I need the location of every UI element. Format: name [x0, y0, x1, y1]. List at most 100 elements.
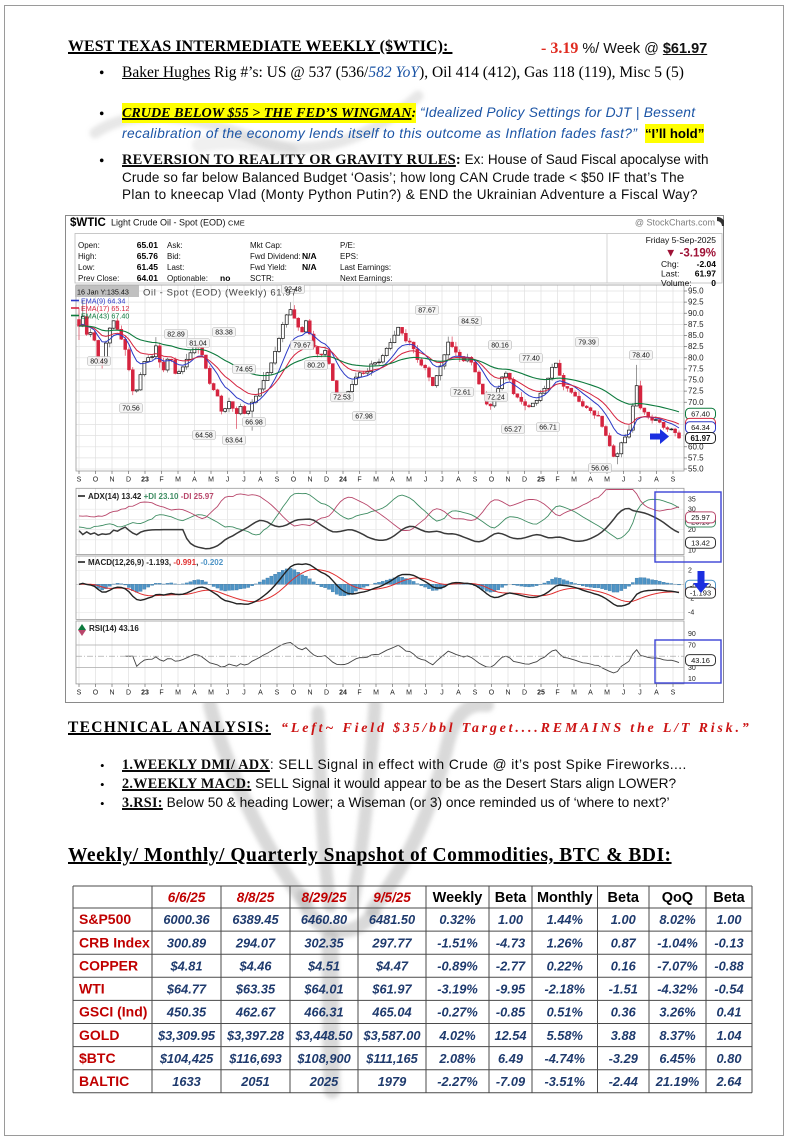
svg-text:QoQ: QoQ [662, 890, 693, 906]
svg-text:$61.97: $61.97 [371, 982, 412, 997]
svg-text:450.35: 450.35 [166, 1005, 207, 1020]
svg-text:66.98: 66.98 [245, 420, 263, 427]
svg-text:O: O [291, 477, 297, 484]
svg-text:66.71: 66.71 [539, 425, 557, 432]
svg-text:-4.73: -4.73 [496, 935, 525, 950]
svg-text:-9.95: -9.95 [496, 982, 526, 997]
svg-text:0.36: 0.36 [611, 1005, 637, 1020]
svg-text:61.97: 61.97 [695, 269, 717, 279]
svg-text:-4.74%: -4.74% [544, 1051, 585, 1066]
svg-text:23: 23 [141, 690, 149, 697]
svg-text:80.16: 80.16 [491, 343, 509, 350]
svg-text:3.88: 3.88 [611, 1028, 637, 1043]
svg-text:$4.51: $4.51 [307, 959, 340, 974]
svg-text:-4: -4 [688, 610, 694, 617]
svg-text:M: M [208, 477, 214, 484]
svg-text:$3,309.95: $3,309.95 [157, 1028, 216, 1043]
svg-text:25.97: 25.97 [691, 513, 710, 522]
svg-text:EMA(9) 64.34: EMA(9) 64.34 [81, 297, 125, 306]
svg-text:A: A [654, 690, 659, 697]
svg-text:Last:: Last: [167, 263, 184, 272]
svg-text:64.58: 64.58 [195, 433, 213, 440]
svg-text:A: A [390, 477, 395, 484]
svg-text:67.98: 67.98 [355, 414, 373, 421]
svg-text:N/A: N/A [302, 262, 317, 272]
svg-text:2.08%: 2.08% [438, 1051, 476, 1066]
svg-text:Fwd Yield:: Fwd Yield: [250, 263, 287, 272]
svg-text:S: S [77, 477, 82, 484]
svg-text:1.00: 1.00 [498, 912, 523, 927]
svg-text:465.04: 465.04 [371, 1005, 411, 1020]
svg-text:$116,693: $116,693 [228, 1051, 281, 1066]
svg-text:83.38: 83.38 [215, 330, 233, 337]
svg-text:S: S [473, 690, 478, 697]
svg-text:Volume:: Volume: [661, 278, 692, 288]
svg-text:-0.54: -0.54 [714, 982, 743, 997]
svg-text:N: N [109, 690, 114, 697]
svg-text:GOLD: GOLD [79, 1027, 119, 1043]
svg-text:$108,900: $108,900 [296, 1051, 350, 1066]
svg-text:1.00: 1.00 [611, 912, 636, 927]
svg-text:72.24: 72.24 [487, 395, 505, 402]
svg-text:BALTIC: BALTIC [79, 1073, 129, 1089]
svg-text:0.32%: 0.32% [439, 912, 476, 927]
svg-text:8/29/25: 8/29/25 [301, 890, 347, 905]
svg-text:5.58%: 5.58% [547, 1028, 584, 1043]
svg-text:90: 90 [688, 631, 696, 638]
svg-text:-7.09: -7.09 [496, 1074, 526, 1089]
svg-text:M: M [208, 690, 214, 697]
svg-text:85.0: 85.0 [688, 331, 704, 340]
svg-text:Chg:: Chg: [661, 259, 679, 269]
svg-text:87.5: 87.5 [688, 320, 704, 329]
svg-text:F: F [357, 690, 361, 697]
svg-text:30: 30 [688, 507, 696, 514]
svg-text:79.67: 79.67 [293, 343, 311, 350]
svg-text:0.51%: 0.51% [547, 1005, 584, 1020]
svg-text:6.49: 6.49 [498, 1051, 524, 1066]
svg-text:Next Earnings:: Next Earnings: [340, 274, 392, 283]
svg-text:74.65: 74.65 [235, 367, 253, 374]
svg-text:J: J [622, 690, 626, 697]
svg-text:-2.27%: -2.27% [437, 1074, 478, 1089]
svg-text:$111,165: $111,165 [365, 1051, 418, 1066]
svg-text:N: N [109, 477, 114, 484]
svg-text:$3,587.00: $3,587.00 [363, 1028, 421, 1043]
svg-text:-2.04: -2.04 [697, 259, 717, 269]
svg-text:A: A [588, 477, 593, 484]
svg-text:-2.77: -2.77 [496, 959, 526, 974]
svg-text:-4.32%: -4.32% [657, 982, 698, 997]
svg-text:63.64: 63.64 [225, 438, 243, 445]
svg-text:81.04: 81.04 [189, 341, 207, 348]
svg-text:ADX(14) 13.42 +DI 23.10 -DI 25: ADX(14) 13.42 +DI 23.10 -DI 25.97 [88, 492, 214, 501]
svg-text:2.64: 2.64 [716, 1074, 742, 1089]
svg-text:-0.88: -0.88 [714, 959, 744, 974]
svg-text:57.5: 57.5 [688, 454, 704, 463]
svg-text:-2.18%: -2.18% [544, 982, 585, 997]
svg-text:A: A [192, 690, 197, 697]
svg-text:302.35: 302.35 [304, 935, 344, 950]
svg-text:A: A [258, 690, 263, 697]
svg-text:N: N [505, 690, 510, 697]
svg-text:Ask:: Ask: [167, 241, 183, 250]
svg-text:95.0: 95.0 [688, 287, 704, 296]
svg-text:6/6/25: 6/6/25 [168, 890, 206, 905]
svg-text:75.0: 75.0 [688, 376, 704, 385]
svg-text:8.37%: 8.37% [659, 1028, 696, 1043]
svg-text:D: D [522, 477, 527, 484]
svg-text:-2.44: -2.44 [609, 1074, 638, 1089]
svg-text:-0.85: -0.85 [496, 1005, 526, 1020]
svg-text:J: J [440, 477, 444, 484]
svg-text:MACD(12,26,9) -1.193, -0.991,: MACD(12,26,9) -1.193, -0.991, -0.202 [88, 558, 224, 567]
svg-text:0.41: 0.41 [717, 1005, 742, 1020]
svg-text:M: M [604, 690, 610, 697]
svg-text:$4.81: $4.81 [169, 959, 202, 974]
svg-text:$63.35: $63.35 [235, 982, 276, 997]
svg-text:-7.07%: -7.07% [657, 959, 698, 974]
svg-text:Beta: Beta [608, 890, 640, 906]
svg-text:Weekly: Weekly [433, 890, 483, 906]
svg-text:84.52: 84.52 [461, 319, 479, 326]
svg-text:Friday 5-Sep-2025: Friday 5-Sep-2025 [646, 235, 717, 245]
svg-text:10: 10 [688, 676, 696, 683]
svg-text:O: O [489, 477, 495, 484]
svg-text:92.5: 92.5 [688, 298, 704, 307]
